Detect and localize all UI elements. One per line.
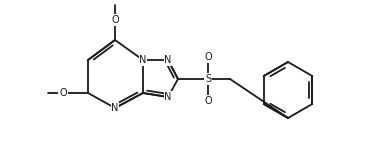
Text: N: N <box>164 92 172 102</box>
Text: O: O <box>111 15 119 25</box>
Text: N: N <box>111 103 119 113</box>
Text: O: O <box>204 96 212 106</box>
Text: S: S <box>205 74 211 84</box>
Text: N: N <box>164 55 172 65</box>
Text: N: N <box>139 55 147 65</box>
Text: O: O <box>59 88 67 98</box>
Text: O: O <box>204 52 212 62</box>
